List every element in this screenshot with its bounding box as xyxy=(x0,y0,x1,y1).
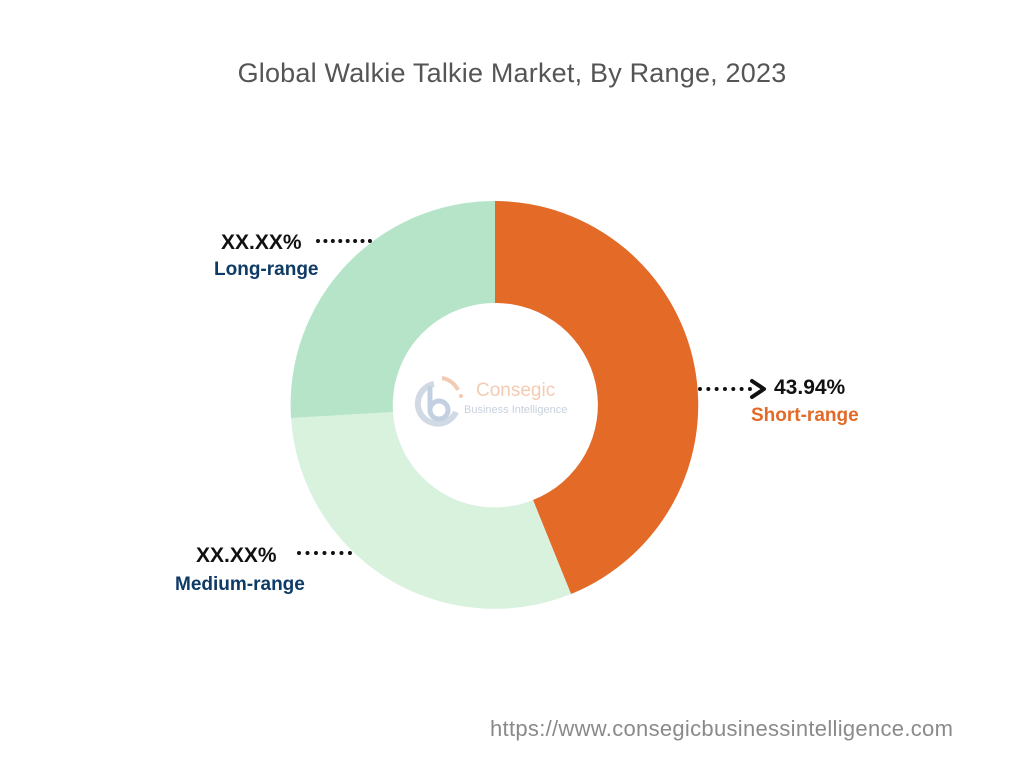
watermark-logo: Consegic Business Intelligence xyxy=(412,372,582,432)
medium-range-leader xyxy=(297,551,352,559)
watermark-line1: Consegic xyxy=(476,380,556,401)
slice-long-range xyxy=(290,200,495,418)
short-range-label: Short-range xyxy=(751,405,859,426)
slice-short-range xyxy=(495,201,699,594)
long-range-leader xyxy=(316,239,372,247)
long-range-value: XX.XX% xyxy=(221,231,302,254)
medium-range-value: XX.XX% xyxy=(196,544,277,567)
slice-medium-range xyxy=(291,412,571,609)
chart-title: Global Walkie Talkie Market, By Range, 2… xyxy=(237,58,787,88)
logo-icon xyxy=(414,376,463,427)
medium-range-label: Medium-range xyxy=(175,574,305,595)
short-range-value: 43.94% xyxy=(774,376,846,399)
long-range-label: Long-range xyxy=(214,259,319,280)
short-range-leader xyxy=(698,387,752,395)
footer-url: https://www.consegicbusinessintelligence… xyxy=(490,716,954,741)
arrow-head-icon xyxy=(750,379,766,399)
watermark-line2: Business Intelligence xyxy=(464,404,568,416)
